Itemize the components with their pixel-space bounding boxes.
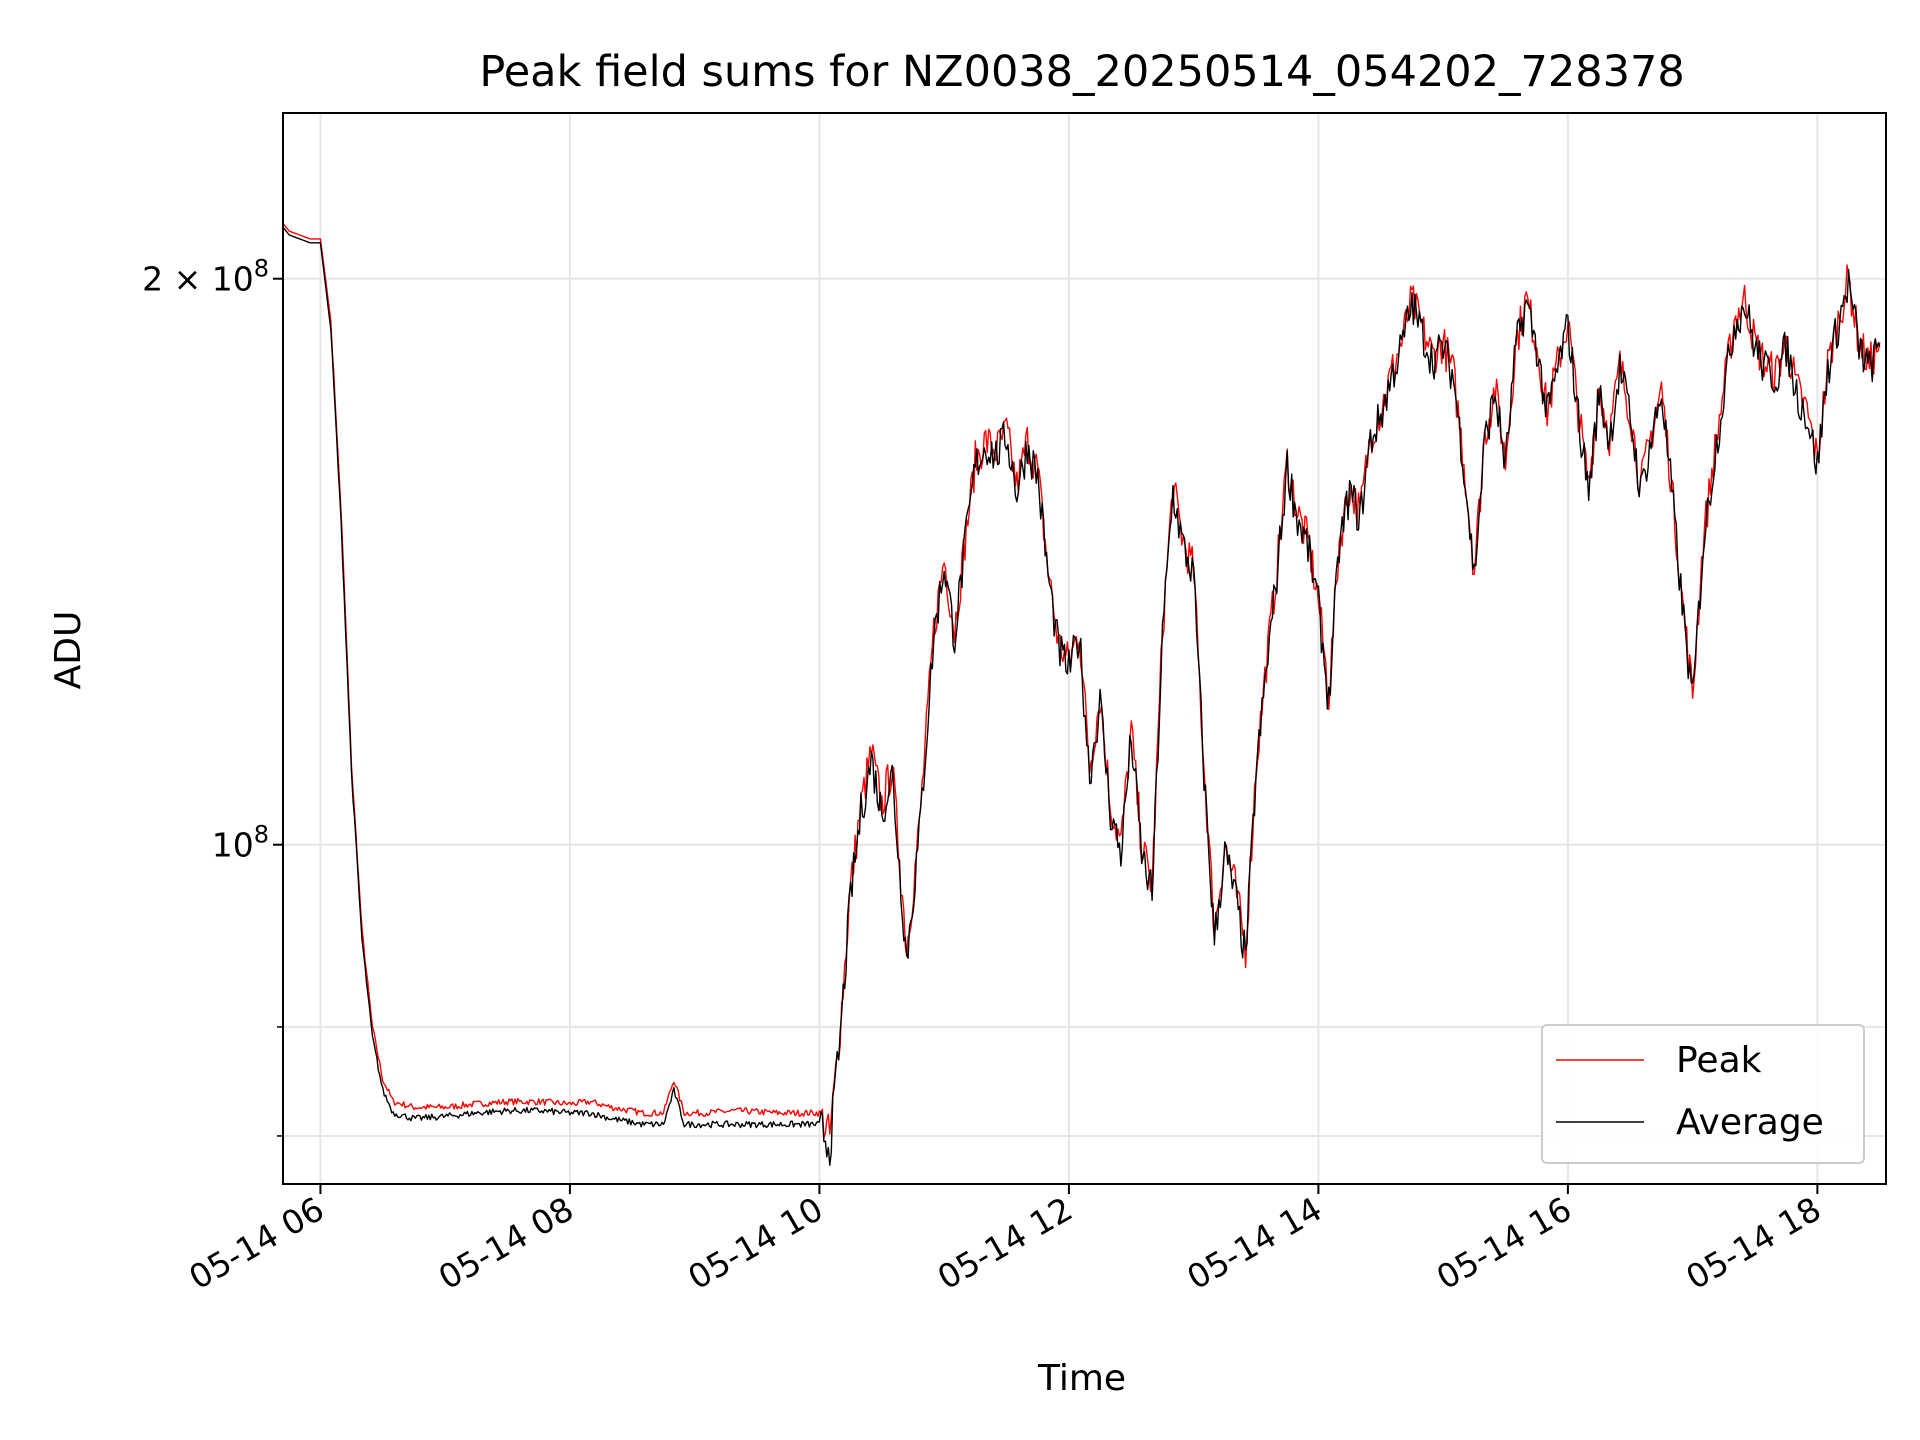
x-tick-label: 05-14 14 (1180, 1189, 1328, 1297)
legend-label-average: Average (1676, 1102, 1824, 1143)
grid (283, 113, 1886, 1184)
chart-title: Peak field sums for NZ0038_20250514_0542… (479, 47, 1684, 97)
plot-area-frame (282, 112, 1887, 1185)
y-tick-label: 2 × 108 (142, 255, 269, 299)
x-axis-label: Time (1037, 1358, 1126, 1399)
x-tick-label: 05-14 18 (1679, 1189, 1827, 1297)
x-tick-label: 05-14 08 (432, 1189, 580, 1297)
x-tick-label: 05-14 06 (182, 1189, 330, 1297)
y-tick-label: 108 (212, 821, 269, 865)
y-axis-label: ADU (48, 611, 89, 690)
series-line-peak (282, 223, 1881, 1139)
series-line-average (282, 226, 1881, 1166)
legend: Peak Average (1541, 1024, 1865, 1164)
x-tick-label: 05-14 12 (931, 1189, 1079, 1297)
x-tick-label: 05-14 16 (1430, 1189, 1578, 1297)
legend-label-peak: Peak (1676, 1040, 1762, 1081)
x-tick-label: 05-14 10 (681, 1189, 829, 1297)
plot-series (282, 223, 1881, 1166)
